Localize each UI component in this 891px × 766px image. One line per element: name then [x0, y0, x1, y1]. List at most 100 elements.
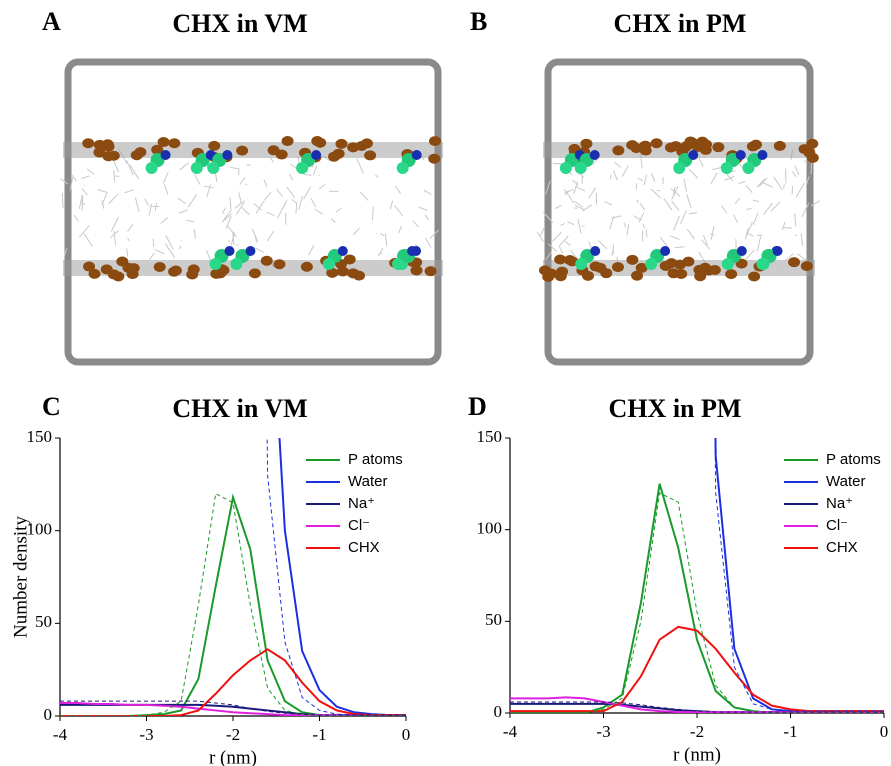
lipid-tail — [308, 244, 315, 256]
phosphate — [101, 139, 114, 150]
series-line — [510, 483, 884, 713]
drug-molecule — [224, 246, 235, 256]
lipid-tail — [425, 237, 432, 248]
phosphate — [746, 141, 759, 152]
lipid-tail — [801, 202, 810, 218]
lipid-tail — [702, 234, 708, 246]
lipid-tail — [588, 187, 597, 199]
lipid-tail — [394, 205, 404, 217]
x-tick-label: -3 — [139, 725, 153, 744]
lipid-tail — [269, 157, 275, 163]
panel-label: C — [42, 392, 61, 421]
x-tick-label: 0 — [402, 725, 411, 744]
lipid-tail — [539, 226, 546, 236]
lipid-tail — [553, 162, 563, 165]
lipid-tail — [372, 206, 374, 221]
phosphate — [806, 152, 819, 163]
phosphate — [410, 265, 423, 276]
y-axis-label: Number density — [10, 516, 31, 638]
lipid-tail — [412, 220, 419, 228]
lipid-tail — [558, 235, 569, 247]
drug-molecule — [742, 162, 755, 174]
lipid-tail — [97, 189, 106, 193]
phosphate — [538, 265, 551, 276]
lipid-tail — [551, 231, 563, 242]
phosphate — [168, 138, 181, 149]
lipid-tail — [63, 248, 68, 257]
lipid-tail — [185, 219, 195, 223]
lipid-tail — [152, 238, 155, 247]
lipid-tail — [162, 171, 169, 184]
lipid-tail — [110, 217, 119, 232]
phosphate — [725, 269, 738, 280]
legend-label: Cl⁻ — [348, 517, 370, 534]
lipid-tail — [794, 234, 798, 237]
lipid-tail — [79, 225, 90, 238]
lipid-tail — [160, 216, 169, 225]
lipid-tail — [645, 228, 648, 238]
lipid-tail — [239, 176, 246, 185]
lipid-tail — [598, 240, 608, 250]
series-line — [60, 700, 406, 716]
lipid-tail — [81, 175, 90, 179]
lipid-tail — [126, 248, 129, 257]
x-tick-label: -2 — [226, 725, 240, 744]
phosphate — [665, 258, 678, 269]
lipid-tail — [671, 186, 679, 200]
legend-label: CHX — [826, 539, 858, 556]
chart-title: CHX in PM — [609, 394, 742, 423]
lipid-tail — [643, 174, 648, 186]
phosphate — [134, 147, 147, 158]
lipid-tail — [604, 201, 613, 206]
lipid-tail — [781, 221, 786, 231]
lipid-tail — [574, 200, 584, 208]
phosphate — [168, 266, 181, 277]
phosphate — [712, 142, 725, 153]
phosphate — [336, 266, 349, 277]
lipid-tail — [126, 160, 134, 176]
lipid-tail — [545, 251, 552, 260]
lipid-tail — [574, 204, 585, 211]
y-tick-label: 100 — [477, 519, 503, 538]
lipid-tail — [650, 188, 661, 199]
lipid-tail — [80, 200, 86, 206]
phosphate — [311, 136, 324, 147]
lipid-tail — [803, 160, 806, 163]
phosphate — [612, 145, 625, 156]
lipid-tail — [724, 175, 735, 181]
drug-molecule — [245, 246, 256, 256]
series-line — [60, 648, 406, 716]
lipid-tail — [235, 202, 245, 215]
phosphate — [347, 142, 360, 153]
phosphate — [153, 262, 166, 273]
lipid-tail — [193, 228, 196, 239]
drug-molecule — [736, 246, 747, 256]
lipid-tail — [359, 191, 369, 201]
phosphate — [88, 268, 101, 279]
lipid-tail — [545, 180, 551, 195]
lipid-tail — [611, 248, 614, 256]
lipid-tail — [762, 202, 773, 216]
lipid-tail — [228, 240, 231, 243]
lipid-tail — [710, 226, 715, 240]
lipid-tail — [148, 252, 155, 260]
phosphate — [693, 264, 706, 275]
lipid-tail — [698, 156, 704, 167]
lipid-tail — [127, 237, 130, 241]
lipid-tail — [563, 188, 575, 204]
lipid-tail — [558, 246, 564, 254]
x-tick-label: -1 — [783, 722, 797, 741]
lipid-tail — [588, 241, 592, 248]
lipid-tail — [380, 232, 385, 237]
lipid-tail — [101, 200, 105, 209]
phosphate — [563, 255, 576, 266]
lipid-tail — [113, 169, 116, 182]
drug-molecule — [207, 162, 220, 174]
lipid-tail — [154, 249, 165, 255]
phosphate — [151, 144, 164, 155]
lipid-tail — [255, 247, 264, 253]
phosphate — [93, 147, 106, 158]
legend-label: Na⁺ — [348, 495, 375, 512]
legend-label: CHX — [348, 539, 380, 556]
lipid-tail — [621, 165, 629, 177]
